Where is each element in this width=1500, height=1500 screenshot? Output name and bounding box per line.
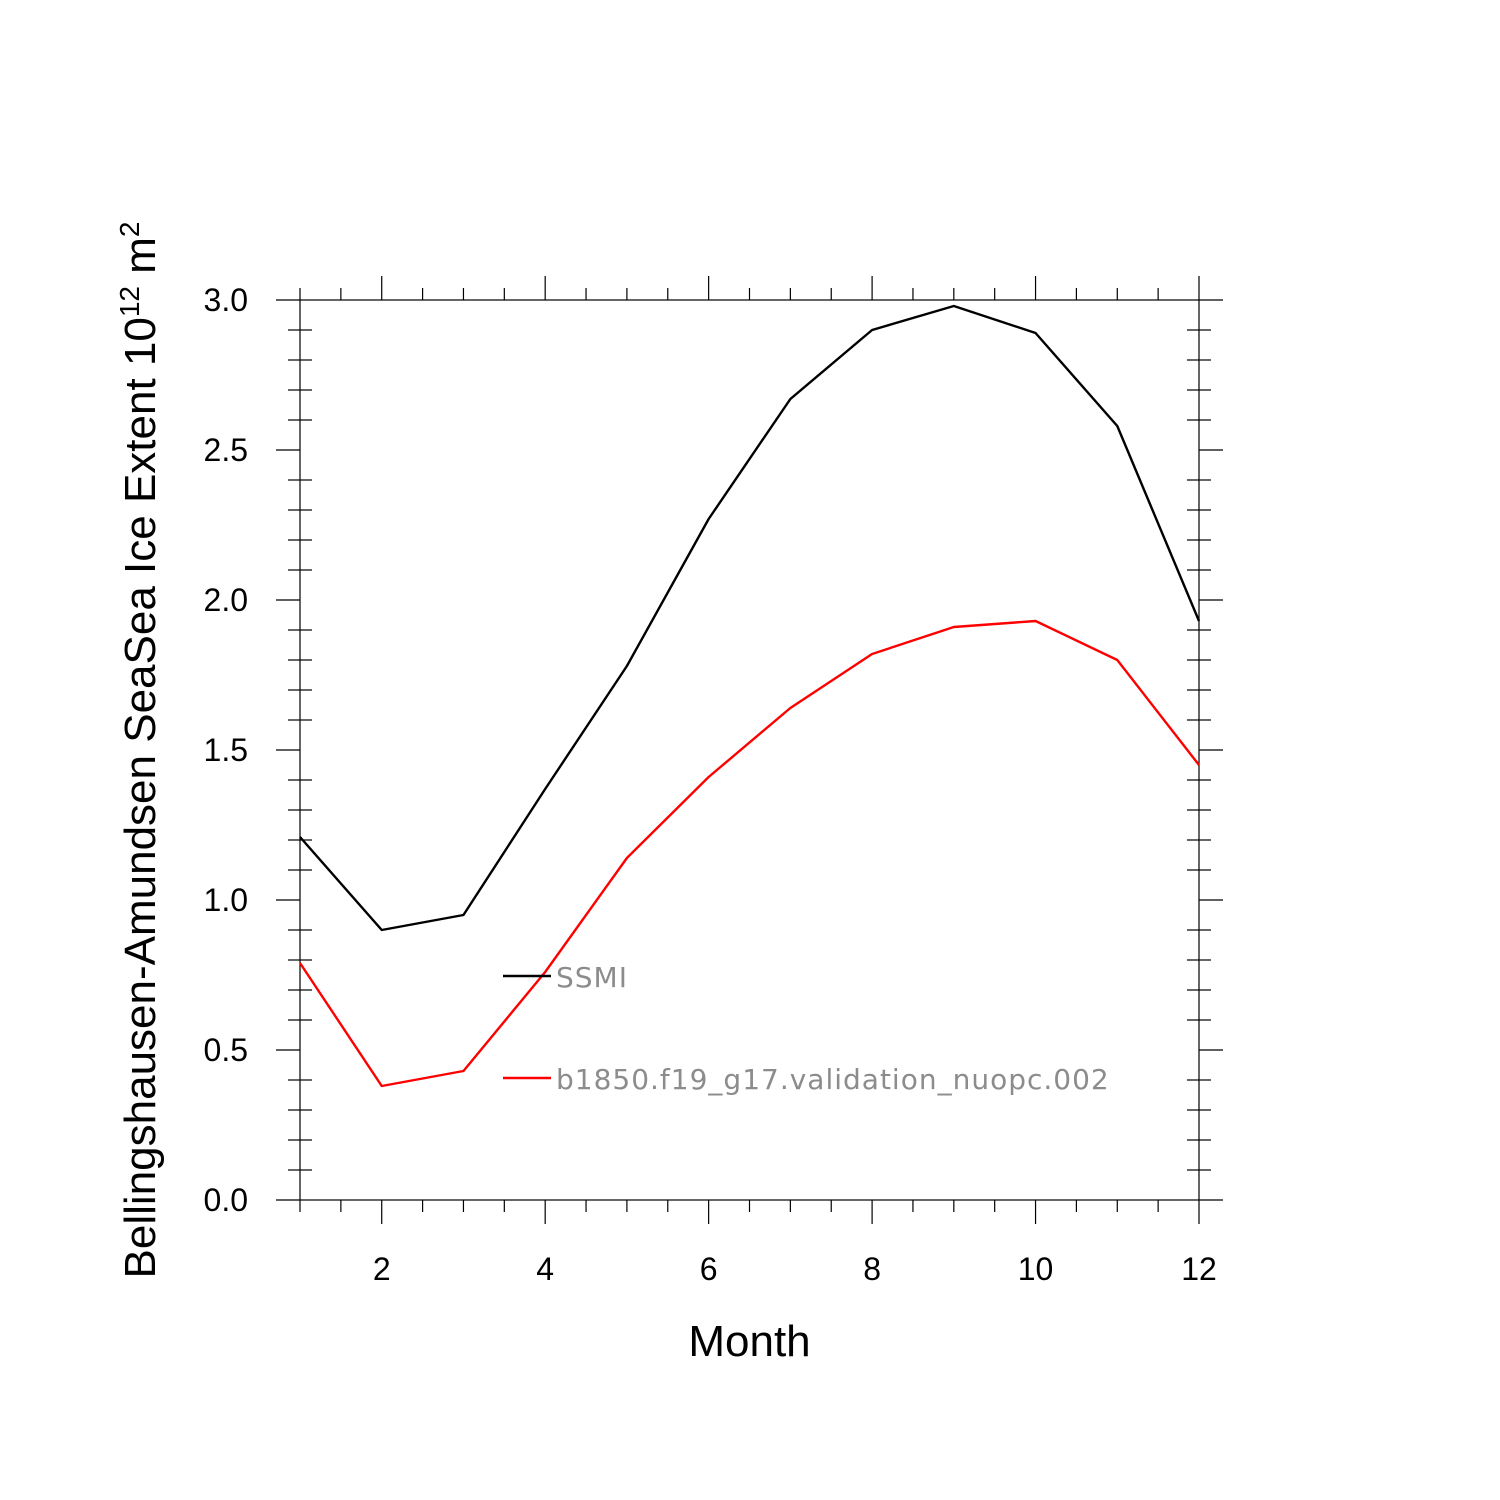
series-line-ssmi xyxy=(299,304,1201,932)
x-tick-label: 6 xyxy=(700,1251,718,1287)
x-tick-label: 12 xyxy=(1181,1251,1217,1287)
y-axis-title-exponent: 12 xyxy=(114,286,145,317)
y-tick-label: 3.0 xyxy=(204,282,248,318)
legend-label: SSMI xyxy=(556,961,628,994)
x-tick-label: 8 xyxy=(863,1251,881,1287)
y-tick-label: 0.5 xyxy=(204,1032,248,1068)
y-axis-title-unit: m xyxy=(116,237,165,286)
y-tick-label: 0.0 xyxy=(204,1182,248,1218)
x-tick-label: 10 xyxy=(1018,1251,1054,1287)
x-tick-label: 4 xyxy=(536,1251,554,1287)
legend-label: b1850.f19_g17.validation_nuopc.002 xyxy=(556,1063,1110,1096)
series-line-model xyxy=(299,619,1200,1088)
x-axis-title: Month xyxy=(688,1317,810,1366)
y-tick-label: 2.5 xyxy=(204,432,248,468)
y-axis-title-unit-exponent: 2 xyxy=(114,222,145,238)
y-tick-label: 2.0 xyxy=(204,582,248,618)
y-tick-label: 1.5 xyxy=(204,732,248,768)
x-tick-label: 2 xyxy=(373,1251,391,1287)
y-tick-label: 1.0 xyxy=(204,882,248,918)
x-tick-labels: 2 4 6 8 10 12 xyxy=(373,1251,1217,1287)
y-axis-title: Bellingshausen-Amundsen SeaSea Ice Exten… xyxy=(114,222,165,1279)
y-axis-title-main: Bellingshausen-Amundsen SeaSea Ice Exten… xyxy=(116,317,165,1278)
plot-frame xyxy=(299,299,1200,1201)
series-lines xyxy=(299,304,1201,1088)
axis-ticks xyxy=(276,276,1223,1224)
legend: SSMI b1850.f19_g17.validation_nuopc.002 xyxy=(503,961,1110,1096)
y-tick-labels: 0.0 0.5 1.0 1.5 2.0 2.5 3.0 xyxy=(204,282,248,1218)
